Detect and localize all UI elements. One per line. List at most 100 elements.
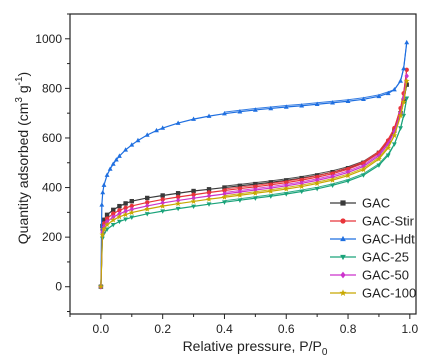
point-gac-100-0 <box>97 283 104 290</box>
point-gac-stir-7 <box>129 203 134 209</box>
point-gac-25-4 <box>110 222 116 228</box>
point-gac-25-5 <box>117 219 122 225</box>
point-gac-hdt-26 <box>345 98 351 104</box>
point-gac-stir-4 <box>111 211 116 216</box>
x-tick-label-2: 0.4 <box>216 322 233 336</box>
legend-label-gac-50: GAC-50 <box>362 268 409 283</box>
point-gac-15 <box>253 181 258 187</box>
point-gac-hdt-10 <box>129 142 135 147</box>
point-gac-50-8 <box>145 203 150 209</box>
point-gac-25-19 <box>314 187 320 192</box>
point-gac-50-19 <box>314 177 320 184</box>
series-desorption-line-gac-50 <box>224 75 408 194</box>
point-gac-100-14 <box>236 192 243 198</box>
point-gac-50-10 <box>175 197 181 204</box>
point-gac-stir-14 <box>237 186 243 191</box>
point-gac-25-7 <box>129 215 135 220</box>
point-gac-stir-6 <box>123 205 128 211</box>
x-tick-label-0: 0.0 <box>93 322 110 336</box>
point-gac-hdt-27 <box>361 96 366 102</box>
point-gac-100-20 <box>329 177 336 183</box>
point-gac-3 <box>104 212 110 218</box>
x-tick-label-1: 0.2 <box>154 322 171 336</box>
point-gac-stir-12 <box>206 190 212 195</box>
point-gac-hdt-17 <box>206 113 212 118</box>
legend-label-gac-100: GAC-100 <box>362 286 416 301</box>
point-gac-50-7 <box>129 206 134 213</box>
point-gac-hdt-25 <box>330 100 336 105</box>
point-gac-50-28 <box>404 73 409 79</box>
point-gac-100-28 <box>403 77 410 84</box>
point-gac-hdt-18 <box>222 111 227 116</box>
point-gac-hdt-23 <box>299 103 305 108</box>
point-gac-25-25 <box>391 142 397 147</box>
point-gac-50-25 <box>392 128 397 135</box>
point-gac-hdt-1 <box>99 202 105 207</box>
series-desorption-line-gac-100 <box>224 80 408 197</box>
point-gac-hdt-22 <box>283 104 289 109</box>
legend-item-gac-hdt: GAC-Hdt <box>330 232 415 247</box>
point-gac-100-18 <box>298 183 305 190</box>
legend-item-gac-25: GAC-25 <box>330 250 409 265</box>
x-tick-label-3: 0.6 <box>278 322 295 336</box>
point-gac-16 <box>268 180 274 185</box>
point-gac-hdt-32 <box>401 65 407 71</box>
point-gac-100-1 <box>99 231 106 238</box>
point-gac-8 <box>145 195 150 201</box>
point-gac-stir-9 <box>160 197 165 202</box>
point-gac-12 <box>206 187 212 192</box>
point-gac-stir-13 <box>222 188 227 193</box>
point-gac-hdt-8 <box>117 153 122 158</box>
point-gac-50-9 <box>160 200 165 206</box>
point-gac-100-26 <box>397 112 404 119</box>
point-gac-hdt-2 <box>100 189 106 195</box>
y-tick-label-5: 1000 <box>35 32 62 46</box>
point-gac-stir-10 <box>175 194 181 200</box>
legend-item-gac-100: GAC-100 <box>330 286 416 301</box>
series-desorption-line-gac-25 <box>224 98 408 202</box>
series-gac-100 <box>97 77 410 290</box>
point-gac-hdt-24 <box>314 101 320 107</box>
series-line-gac-50 <box>100 75 408 287</box>
legend-label-gac-stir: GAC-Stir <box>362 214 415 229</box>
legend-label-gac-25: GAC-25 <box>362 250 409 265</box>
y-axis-title-end: ) <box>15 72 31 77</box>
point-gac-hdt-4 <box>104 172 110 177</box>
point-gac-100-11 <box>190 198 197 204</box>
point-gac-hdt-13 <box>154 127 159 133</box>
series-line-gac-stir <box>100 69 408 287</box>
series-line-gac-hdt <box>100 42 408 287</box>
point-gac-100-23 <box>376 155 382 162</box>
series-desorption-line-gac-stir <box>224 69 408 190</box>
point-gac-25-16 <box>268 194 274 199</box>
point-gac-stir-5 <box>117 208 122 213</box>
point-gac-25-12 <box>206 202 212 207</box>
plot-layer <box>97 39 410 290</box>
point-gac-4 <box>111 207 116 213</box>
point-gac-25-20 <box>330 183 336 188</box>
point-gac-10 <box>175 191 181 196</box>
point-gac-hdt-15 <box>175 120 181 125</box>
y-tick-label-1: 200 <box>42 230 62 244</box>
point-gac-100-6 <box>122 211 129 218</box>
y-axis-title-sup1: 3 <box>14 97 25 103</box>
x-axis-title-subscript: 0 <box>322 347 328 358</box>
plot-frame <box>69 13 417 315</box>
legend-marker-gac <box>340 200 346 206</box>
point-gac-100-10 <box>175 200 182 207</box>
point-gac-100-12 <box>206 196 212 202</box>
point-gac-100-17 <box>283 185 290 192</box>
point-gac-25-10 <box>175 206 181 212</box>
x-axis-title: Relative pressure, P/P0 <box>183 338 328 358</box>
legend-item-gac-50: GAC-50 <box>330 268 409 283</box>
point-gac-stir-28 <box>404 67 409 72</box>
point-gac-25-18 <box>299 189 305 195</box>
point-gac-hdt-16 <box>191 116 196 121</box>
point-gac-50-6 <box>123 208 128 215</box>
point-gac-11 <box>191 188 196 194</box>
legend-item-gac-stir: GAC-Stir <box>330 214 415 229</box>
x-axis-title-main: Relative pressure, P/P <box>183 338 322 354</box>
axes-layer: 0.0 0.2 0.4 0.6 0.8 1.0 0 200 400 600 800 1000 <box>35 13 418 336</box>
point-gac-25-11 <box>191 204 196 210</box>
